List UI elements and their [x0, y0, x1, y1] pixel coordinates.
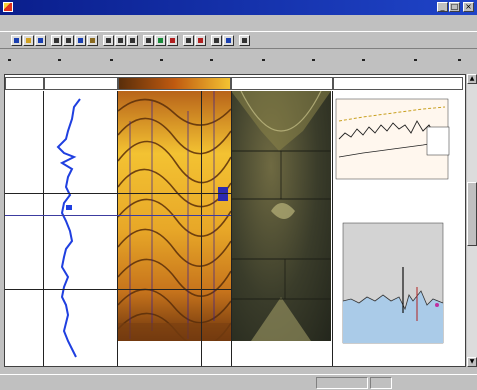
- crossplot-track[interactable]: [333, 91, 465, 366]
- scroll-down-arrow[interactable]: ▼: [467, 357, 477, 367]
- crossplot-icon[interactable]: [211, 35, 222, 46]
- ruler-tick: [312, 59, 315, 61]
- depth-track: [5, 91, 43, 366]
- depth-gridline: [5, 215, 231, 216]
- track-divider: [43, 91, 44, 366]
- cut-icon[interactable]: [63, 35, 74, 46]
- title-bar[interactable]: _ □ ×: [0, 0, 477, 15]
- pan-icon[interactable]: [127, 35, 138, 46]
- core-photo-track[interactable]: [231, 91, 331, 341]
- menu-bar: [0, 15, 477, 42]
- ruler-tick: [8, 59, 11, 61]
- ruler-tick: [414, 59, 417, 61]
- toolbar: [0, 31, 477, 49]
- track-remove-icon[interactable]: [167, 35, 178, 46]
- log-marker: [66, 205, 72, 210]
- track-divider: [231, 91, 232, 366]
- track-divider: [117, 91, 118, 366]
- track-add-icon[interactable]: [155, 35, 166, 46]
- print-icon[interactable]: [51, 35, 62, 46]
- track-header-row: [5, 77, 465, 90]
- vertical-scrollbar[interactable]: ▲ ▼: [467, 74, 477, 367]
- borehole-image-track[interactable]: [118, 91, 231, 341]
- plot-panels: [335, 98, 450, 344]
- app-icon[interactable]: [3, 2, 13, 12]
- log-curve: [56, 98, 81, 358]
- scroll-thumb[interactable]: [467, 182, 477, 246]
- select-icon[interactable]: [143, 35, 154, 46]
- scale-icon[interactable]: [183, 35, 194, 46]
- status-pane-2: [370, 377, 392, 389]
- plot-legend: [426, 126, 450, 156]
- ruler-tick: [160, 59, 163, 61]
- ruler: [0, 53, 477, 69]
- ruler-tick: [210, 59, 213, 61]
- scroll-up-arrow[interactable]: ▲: [467, 74, 477, 84]
- help-icon[interactable]: [239, 35, 250, 46]
- close-button[interactable]: ×: [463, 2, 474, 12]
- copy-icon[interactable]: [75, 35, 86, 46]
- new-icon[interactable]: [11, 35, 22, 46]
- ruler-tick: [262, 59, 265, 61]
- track-header-plot[interactable]: [333, 77, 463, 90]
- track-divider: [332, 91, 333, 366]
- log-curve-track[interactable]: [44, 91, 104, 366]
- save-icon[interactable]: [35, 35, 46, 46]
- track-header-photo[interactable]: [231, 77, 333, 90]
- ruler-tick: [110, 59, 113, 61]
- paste-icon[interactable]: [87, 35, 98, 46]
- track-header-image[interactable]: [118, 77, 231, 90]
- depth-gridline: [5, 289, 231, 290]
- open-icon[interactable]: [23, 35, 34, 46]
- core-photo: [231, 91, 331, 341]
- track-divider: [201, 91, 202, 366]
- ruler-tick: [58, 59, 61, 61]
- histogram-icon[interactable]: [195, 35, 206, 46]
- borehole-image: [118, 91, 231, 341]
- status-pane-1: [316, 377, 368, 389]
- zoom-in-icon[interactable]: [103, 35, 114, 46]
- zoom-out-icon[interactable]: [115, 35, 126, 46]
- status-bar: [0, 374, 477, 390]
- ruler-tick: [458, 59, 461, 61]
- image-icon[interactable]: [223, 35, 234, 46]
- log-view[interactable]: [4, 74, 466, 367]
- minimize-button[interactable]: _: [437, 2, 448, 12]
- ruler-tick: [362, 59, 365, 61]
- depth-gridline: [5, 193, 231, 194]
- track-header-log[interactable]: [44, 77, 118, 90]
- maximize-button[interactable]: □: [449, 2, 460, 12]
- track-header-depth[interactable]: [5, 77, 44, 90]
